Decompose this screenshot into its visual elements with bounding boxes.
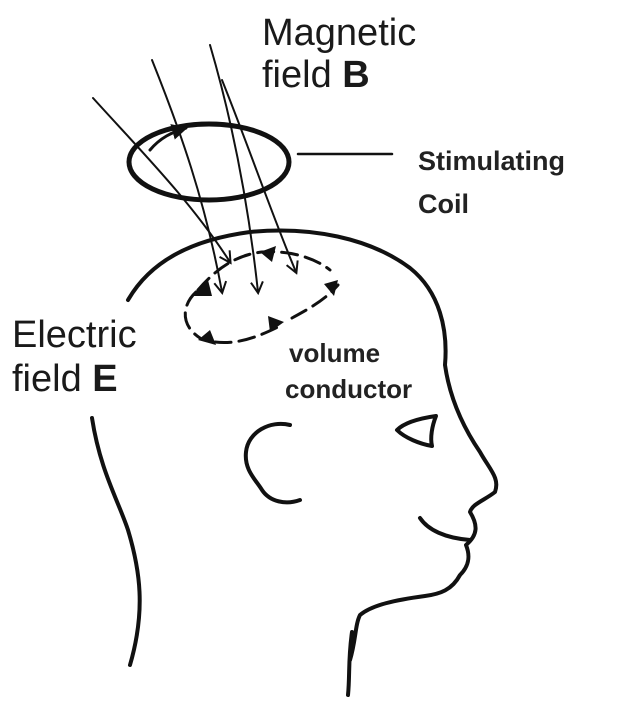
coil-current-arrow xyxy=(148,124,188,152)
magnetic-symbol: B xyxy=(342,54,370,96)
coil-label-line2: Coil xyxy=(418,189,469,219)
magnetic-field-label: Magnetic field B xyxy=(262,14,416,94)
electric-arrowhead-5 xyxy=(260,246,276,262)
electric-arrowhead-1 xyxy=(192,280,212,296)
electric-symbol: E xyxy=(92,358,118,400)
electric-field-label: Electric field E xyxy=(12,316,137,398)
mouth-outline xyxy=(418,516,472,542)
magnetic-field-line-2 xyxy=(151,59,222,292)
stimulating-coil-label: Stimulating Coil xyxy=(418,148,565,218)
electric-label-prefix: field xyxy=(12,358,93,400)
neck-back-outline xyxy=(90,416,142,667)
volume-conductor-label: volume conductor xyxy=(285,340,412,402)
stimulating-coil xyxy=(126,121,292,203)
magnetic-field-line-4 xyxy=(221,79,296,272)
electric-field-loop-bottom xyxy=(213,323,284,345)
magnetic-label-line1: Magnetic xyxy=(262,12,417,54)
volume-label-line1: volume xyxy=(289,338,381,368)
magnetic-field-line-1 xyxy=(92,97,230,262)
neck-front-outline xyxy=(346,630,354,697)
electric-label-line1: Electric xyxy=(12,314,137,356)
electric-field-loop-left xyxy=(183,290,202,340)
eye-outline xyxy=(395,414,438,448)
electric-arrowhead-3 xyxy=(268,316,284,332)
coil-label-line1: Stimulating xyxy=(418,146,565,176)
electric-arrowhead-2 xyxy=(198,330,216,345)
electric-field-loop-top xyxy=(196,250,332,292)
magnetic-field-line-3 xyxy=(209,44,258,292)
magnetic-label-prefix: field xyxy=(262,54,343,96)
electric-arrowhead-4 xyxy=(324,280,338,296)
head-outline xyxy=(126,228,499,662)
volume-label-line2: conductor xyxy=(285,374,413,404)
ear-outline xyxy=(243,421,302,505)
